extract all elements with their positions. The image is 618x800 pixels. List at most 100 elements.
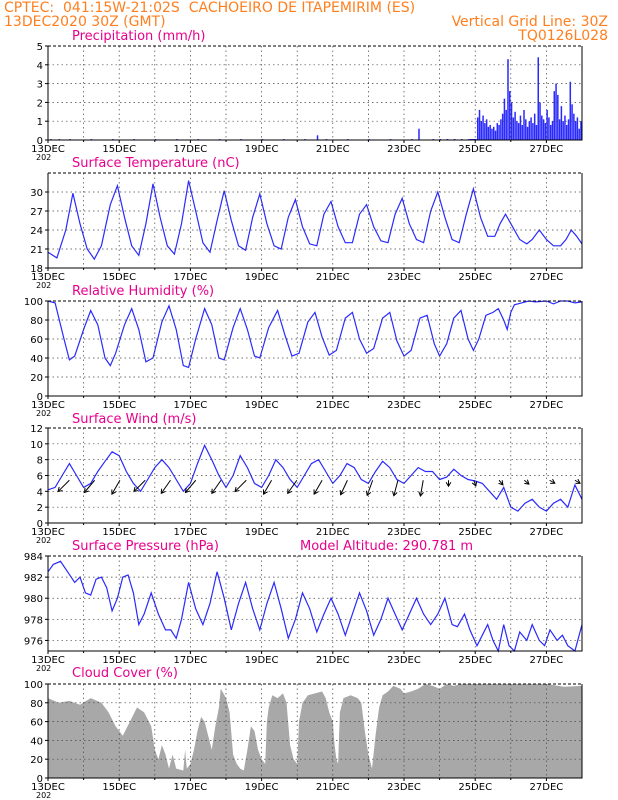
humidity-xtick-label: 17DEC xyxy=(174,400,208,411)
wind-xtick-label: 27DEC xyxy=(530,527,564,538)
precipitation-bar xyxy=(569,81,572,140)
precipitation-bar xyxy=(580,121,582,140)
pressure-ytick-label: 980 xyxy=(24,594,43,605)
humidity-xtick-label: 19DEC xyxy=(245,400,279,411)
wind-arrow-shaft xyxy=(498,479,504,486)
wind-arrow-shaft xyxy=(185,479,197,493)
temperature-xtick-label: 23DEC xyxy=(387,272,421,283)
precipitation-bar xyxy=(535,124,538,140)
wind-ytick-label: 8 xyxy=(37,456,43,467)
wind-ytick-label: 4 xyxy=(37,487,43,498)
wind-xtick-label: 13DEC xyxy=(31,527,65,538)
precipitation-bar xyxy=(537,57,539,140)
wind-arrow xyxy=(211,479,222,495)
cloud-cover-ytick-label: 0 xyxy=(37,774,43,785)
precipitation-bar xyxy=(491,128,493,140)
humidity-ytick-label: 40 xyxy=(30,354,43,365)
wind-arrow-head xyxy=(287,488,293,495)
temperature-xtick-label: 27DEC xyxy=(530,272,564,283)
humidity-frame xyxy=(47,301,583,397)
precipitation-title: Precipitation (mm/h) xyxy=(72,29,206,44)
wind-arrow xyxy=(445,480,452,488)
wind-arrow-head xyxy=(365,490,372,497)
temperature-title: Surface Temperature (nC) xyxy=(72,156,240,171)
pressure-xtick-label: 15DEC xyxy=(102,655,136,666)
wind-arrow-shaft xyxy=(473,480,477,487)
precipitation-bar xyxy=(530,117,532,140)
humidity-year-fragment: 202 xyxy=(36,409,51,418)
wind-arrow xyxy=(339,480,348,496)
precipitation-bar xyxy=(501,113,504,140)
precipitation-bar xyxy=(562,121,564,140)
precipitation-bar xyxy=(516,121,518,140)
wind-arrow-head xyxy=(339,490,345,496)
cloud-cover-xtick-label: 21DEC xyxy=(316,782,350,793)
precipitation-bar xyxy=(578,128,580,140)
cloud-cover-year-fragment: 202 xyxy=(36,791,51,800)
precipitation-bar xyxy=(525,119,527,140)
temperature-year-fragment: 202 xyxy=(36,281,51,290)
humidity-xtick-label: 13DEC xyxy=(31,400,65,411)
temperature-xtick-label: 19DEC xyxy=(245,272,279,283)
wind-arrow-shaft xyxy=(111,480,121,495)
precipitation-ytick-label: 3 xyxy=(37,80,43,91)
humidity-xtick-label: 21DEC xyxy=(316,400,350,411)
precipitation-ytick-label: 0 xyxy=(37,136,43,147)
precipitation-bar xyxy=(539,102,541,140)
wind-xtick-label: 21DEC xyxy=(316,527,350,538)
wind-arrow-shaft xyxy=(393,480,399,496)
precipitation-bar xyxy=(494,130,497,140)
wind-xtick-label: 15DEC xyxy=(102,527,136,538)
wind-arrow-shaft xyxy=(313,480,323,495)
pressure-frame xyxy=(47,556,583,652)
pressure-series-line xyxy=(47,560,583,653)
wind-arrow-head xyxy=(418,491,424,497)
precipitation-xtick-label: 27DEC xyxy=(530,144,564,155)
cloud-cover-ytick-label: 40 xyxy=(30,736,43,747)
humidity-xtick-label: 27DEC xyxy=(530,400,564,411)
precipitation-bar xyxy=(418,128,420,140)
wind-arrow-shaft xyxy=(234,479,247,492)
precipitation-xtick-label: 17DEC xyxy=(174,144,208,155)
precipitation-frame xyxy=(47,46,583,141)
cloud-cover-panel: 0 20 40 60 80 100 13DEC 15DEC 17DEC 19DEC 21DEC 23D… xyxy=(24,680,583,800)
precipitation-bar xyxy=(512,117,515,140)
precipitation-bar xyxy=(514,111,516,140)
precipitation-bar xyxy=(487,126,490,140)
humidity-ytick-label: 60 xyxy=(30,335,43,346)
precipitation-bar xyxy=(532,123,534,140)
cloud-cover-ytick-label: 100 xyxy=(24,680,43,691)
temperature-ytick-label: 24 xyxy=(30,226,43,237)
cloud-cover-xtick-label: 13DEC xyxy=(31,782,65,793)
wind-arrow xyxy=(262,480,273,495)
precipitation-bar xyxy=(521,124,523,140)
wind-arrow xyxy=(524,479,530,485)
wind-title: Surface Wind (m/s) xyxy=(72,412,197,427)
wind-arrow-shaft xyxy=(83,479,96,493)
precipitation-panel: 0 1 2 3 4 5 13DEC 15DEC 17DEC 19DEC 21DEC 23DEC 25DE… xyxy=(31,42,583,162)
wind-series-line xyxy=(47,443,583,512)
wind-year-fragment: 202 xyxy=(36,536,51,545)
wind-ytick-label: 10 xyxy=(30,440,43,451)
temperature-xtick-label: 13DEC xyxy=(31,272,65,283)
cloud-cover-xtick-label: 17DEC xyxy=(174,782,208,793)
precipitation-bar xyxy=(541,115,543,140)
wind-arrow-shaft xyxy=(133,479,146,492)
pressure-xtick-label: 17DEC xyxy=(174,655,208,666)
wind-arrow-head xyxy=(550,478,556,484)
cloud-cover-ytick-label: 20 xyxy=(30,755,43,766)
wind-arrow-head xyxy=(471,481,478,487)
precipitation-ytick-label: 2 xyxy=(37,98,43,109)
station-header: CPTEC: 041:15W-21:02S CACHOEIRO DE ITAPE… xyxy=(4,0,416,16)
cloud-cover-ytick-label: 60 xyxy=(30,718,43,729)
pressure-ytick-label: 978 xyxy=(24,615,43,626)
cloud-cover-xtick-label: 27DEC xyxy=(530,782,564,793)
temperature-panel: 18 21 24 27 30 13DEC 15DEC 17DEC 19DEC 21DEC 23DEC… xyxy=(30,172,583,290)
precipitation-bar xyxy=(573,113,575,140)
cloud-cover-xtick-label: 25DEC xyxy=(458,782,492,793)
wind-arrow xyxy=(574,478,581,484)
humidity-ytick-label: 100 xyxy=(24,297,43,308)
precipitation-bar xyxy=(493,126,495,140)
precipitation-bar xyxy=(564,115,566,140)
cloud-cover-xtick-label: 15DEC xyxy=(102,782,136,793)
